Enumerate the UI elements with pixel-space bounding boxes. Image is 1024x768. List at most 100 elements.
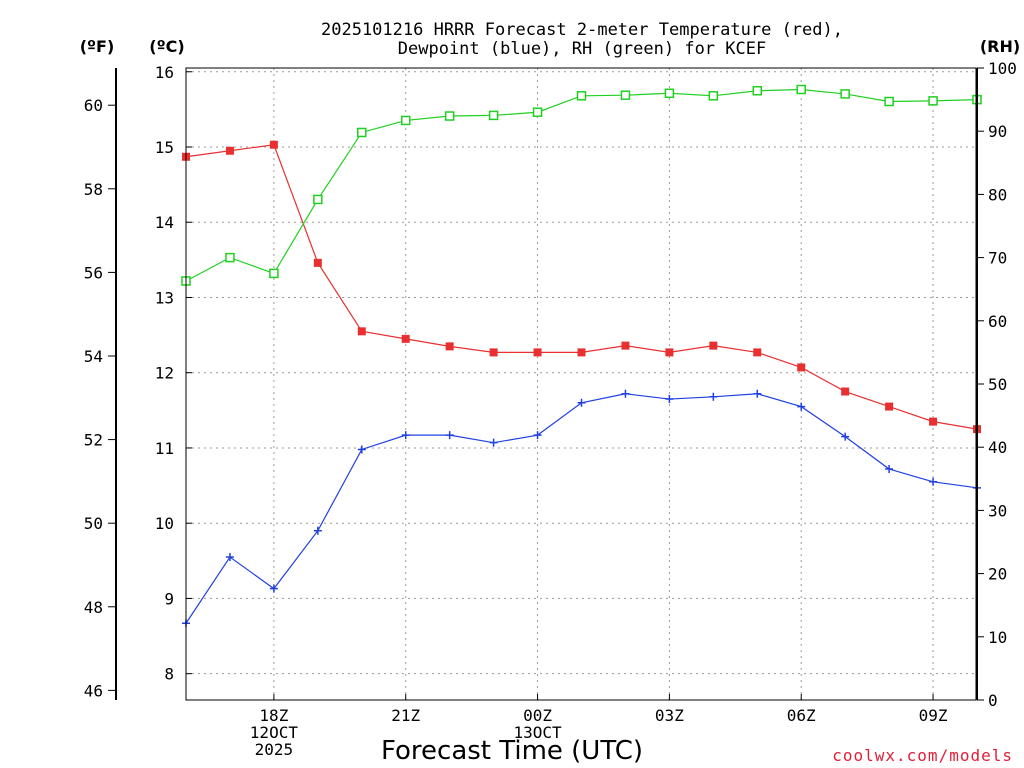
chart-title-line-1: 2025101216 HRRR Forecast 2-meter Tempera… [321, 20, 843, 40]
x-tick-label: 00Z [523, 706, 552, 725]
series-layer [181, 84, 982, 628]
fahrenheit-tick-label: 54 [84, 347, 103, 366]
rh-tick-label: 40 [988, 438, 1007, 457]
x-tick-label: 21Z [391, 706, 420, 725]
rh-point [357, 127, 367, 138]
rh-tick-label: 100 [988, 59, 1017, 78]
celsius-tick-label: 9 [164, 589, 174, 608]
dewpoint-point [577, 398, 586, 407]
dewpoint-point [665, 395, 674, 404]
fahrenheit-tick-label: 52 [84, 431, 103, 450]
rh-point [708, 91, 719, 101]
plot-frame [185, 67, 977, 701]
x-tick-label: 03Z [655, 706, 684, 725]
temperature-point [797, 363, 806, 372]
chart-title-line-2: Dewpoint (blue), RH (green) for KCEF [398, 39, 766, 59]
rh-tick-label: 80 [988, 185, 1007, 204]
rh-point [225, 252, 235, 263]
rh-point [928, 96, 938, 106]
x-tick-label: 13OCT [513, 723, 562, 742]
rh-point [444, 111, 455, 121]
x-tick-label: 09Z [919, 706, 948, 725]
rh-tick-label: 10 [988, 628, 1007, 647]
rh-tick-label: 50 [988, 375, 1007, 394]
rh-line [185, 88, 978, 282]
temperature-point [489, 348, 498, 357]
dewpoint-point [621, 389, 630, 398]
temperature-point [269, 140, 278, 149]
temperature-point [445, 342, 454, 351]
celsius-tick-label: 8 [164, 665, 174, 684]
axis-ticks: 8 9 10 11 12 13 14 15 16 46 48 50 52 54 56 58 60 0 10 20 30 4… [84, 59, 1017, 759]
x-tick-label: 18Z [259, 706, 288, 725]
celsius-unit-label: (ºC) [149, 37, 184, 56]
temperature-point [401, 334, 410, 343]
temperature-point [929, 417, 938, 426]
rh-point [752, 86, 763, 96]
temperature-point [841, 387, 850, 396]
source-credit: coolwx.com/models [832, 746, 1013, 765]
temperature-point [665, 348, 674, 357]
fahrenheit-tick-label: 56 [84, 263, 103, 282]
temperature-point [621, 341, 630, 350]
fahrenheit-tick-label: 46 [84, 681, 103, 700]
rh-tick-label: 70 [988, 249, 1007, 268]
rh-tick-label: 60 [988, 312, 1007, 331]
rh-point [840, 89, 850, 99]
rh-tick-label: 0 [988, 691, 998, 710]
dewpoint-point [445, 431, 454, 440]
dewpoint-point [225, 553, 234, 562]
temperature-point [577, 348, 586, 357]
x-tick-label: 06Z [787, 706, 816, 725]
celsius-tick-label: 16 [155, 63, 174, 82]
temperature-point [225, 146, 234, 155]
temperature-point [885, 402, 894, 411]
dewpoint-point [929, 477, 938, 486]
fahrenheit-unit-label: (ºF) [80, 37, 115, 56]
rh-point [620, 90, 631, 100]
celsius-tick-label: 12 [155, 364, 174, 383]
rh-point [664, 88, 675, 99]
dewpoint-point [709, 392, 718, 401]
fahrenheit-tick-label: 48 [84, 598, 103, 617]
rh-point [313, 194, 323, 205]
dewpoint-point [357, 445, 366, 454]
temperature-point [357, 327, 366, 336]
dewpoint-point [797, 402, 806, 411]
dewpoint-line [185, 393, 978, 624]
rh-point [884, 96, 894, 107]
dewpoint-point [841, 432, 850, 441]
fahrenheit-tick-label: 58 [84, 180, 103, 199]
dewpoint-point [401, 431, 410, 440]
rh-point [488, 110, 499, 121]
grid [186, 68, 977, 700]
dewpoint-point [269, 584, 278, 593]
rh-point [576, 91, 587, 101]
celsius-tick-label: 15 [155, 138, 174, 157]
x-axis-label: Forecast Time (UTC) [381, 736, 643, 766]
rh-point [532, 107, 543, 117]
rh-point [400, 115, 411, 126]
rh-tick-label: 30 [988, 501, 1007, 520]
rh-point [796, 84, 806, 95]
temperature-point [709, 341, 718, 350]
fahrenheit-tick-label: 50 [84, 514, 103, 533]
celsius-tick-label: 13 [155, 288, 174, 307]
temperature-line [185, 144, 978, 430]
temperature-point [533, 348, 542, 357]
x-tick-label: 2025 [255, 740, 294, 759]
rh-point [269, 268, 279, 279]
celsius-tick-label: 14 [155, 213, 174, 232]
fahrenheit-tick-label: 60 [84, 96, 103, 115]
temperature-point [313, 258, 322, 267]
dewpoint-point [753, 389, 762, 398]
temperature-point [753, 348, 762, 357]
celsius-tick-label: 11 [155, 439, 174, 458]
dewpoint-point [885, 465, 894, 474]
x-tick-label: 12OCT [250, 723, 299, 742]
celsius-tick-label: 10 [155, 514, 174, 533]
rh-tick-label: 90 [988, 122, 1007, 141]
dewpoint-point [533, 431, 542, 440]
rh-tick-label: 20 [988, 565, 1007, 584]
